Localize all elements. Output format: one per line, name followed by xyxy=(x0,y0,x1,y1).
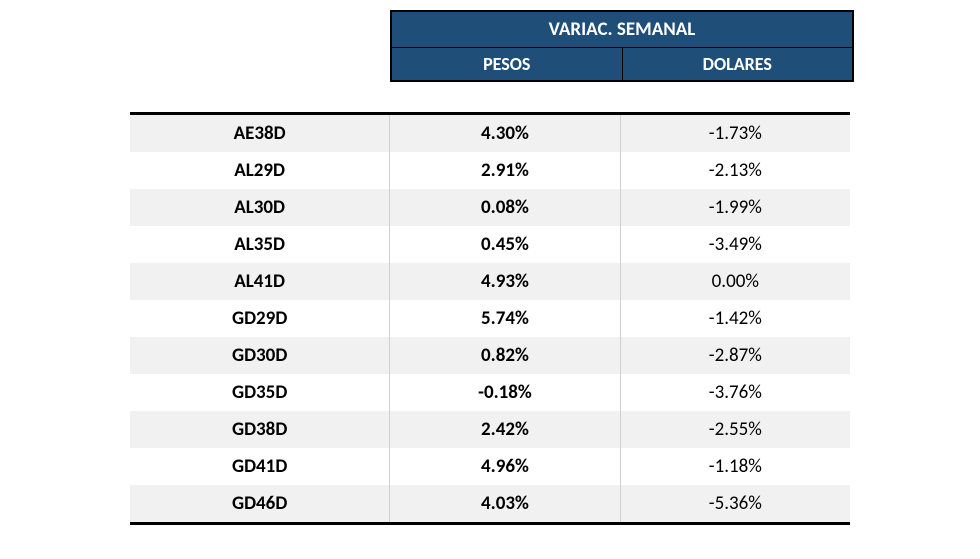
table-row: GD29D5.74%-1.42% xyxy=(130,300,850,337)
col-header-dolares: DOLARES xyxy=(623,48,853,80)
cell-pesos: 4.03% xyxy=(390,485,620,522)
header-title: VARIAC. SEMANAL xyxy=(392,12,852,48)
cell-dolares: -5.36% xyxy=(621,485,850,522)
table-row: GD41D4.96%-1.18% xyxy=(130,448,850,485)
cell-ticker: AL41D xyxy=(130,263,390,300)
header-block: VARIAC. SEMANAL PESOS DOLARES xyxy=(390,10,854,82)
cell-dolares: -1.99% xyxy=(621,189,850,226)
cell-pesos: 4.93% xyxy=(390,263,620,300)
cell-pesos: 5.74% xyxy=(390,300,620,337)
cell-pesos: 2.91% xyxy=(390,152,620,189)
cell-pesos: 4.96% xyxy=(390,448,620,485)
cell-dolares: -2.13% xyxy=(621,152,850,189)
data-block: AE38D4.30%-1.73%AL29D2.91%-2.13%AL30D0.0… xyxy=(130,112,850,525)
table-row: AL35D0.45%-3.49% xyxy=(130,226,850,263)
cell-ticker: GD38D xyxy=(130,411,390,448)
table-row: GD38D2.42%-2.55% xyxy=(130,411,850,448)
cell-ticker: AE38D xyxy=(130,115,390,152)
cell-ticker: GD35D xyxy=(130,374,390,411)
cell-ticker: AL29D xyxy=(130,152,390,189)
cell-ticker: GD30D xyxy=(130,337,390,374)
cell-pesos: 4.30% xyxy=(390,115,620,152)
cell-dolares: -3.49% xyxy=(621,226,850,263)
cell-pesos: 2.42% xyxy=(390,411,620,448)
cell-dolares: -2.87% xyxy=(621,337,850,374)
table-row: AE38D4.30%-1.73% xyxy=(130,115,850,152)
cell-dolares: -1.42% xyxy=(621,300,850,337)
cell-ticker: GD29D xyxy=(130,300,390,337)
cell-dolares: -3.76% xyxy=(621,374,850,411)
table-row: AL41D4.93%0.00% xyxy=(130,263,850,300)
table-row: AL30D0.08%-1.99% xyxy=(130,189,850,226)
cell-dolares: -1.18% xyxy=(621,448,850,485)
cell-pesos: 0.82% xyxy=(390,337,620,374)
cell-ticker: GD41D xyxy=(130,448,390,485)
table-row: GD35D-0.18%-3.76% xyxy=(130,374,850,411)
cell-dolares: -1.73% xyxy=(621,115,850,152)
cell-pesos: -0.18% xyxy=(390,374,620,411)
table-container: VARIAC. SEMANAL PESOS DOLARES AE38D4.30%… xyxy=(130,10,850,525)
cell-ticker: AL30D xyxy=(130,189,390,226)
cell-pesos: 0.45% xyxy=(390,226,620,263)
cell-dolares: 0.00% xyxy=(621,263,850,300)
header-subrow: PESOS DOLARES xyxy=(392,48,852,80)
table-row: AL29D2.91%-2.13% xyxy=(130,152,850,189)
cell-pesos: 0.08% xyxy=(390,189,620,226)
cell-ticker: GD46D xyxy=(130,485,390,522)
table-row: GD30D0.82%-2.87% xyxy=(130,337,850,374)
cell-dolares: -2.55% xyxy=(621,411,850,448)
table-row: GD46D4.03%-5.36% xyxy=(130,485,850,522)
cell-ticker: AL35D xyxy=(130,226,390,263)
col-header-pesos: PESOS xyxy=(392,48,623,80)
